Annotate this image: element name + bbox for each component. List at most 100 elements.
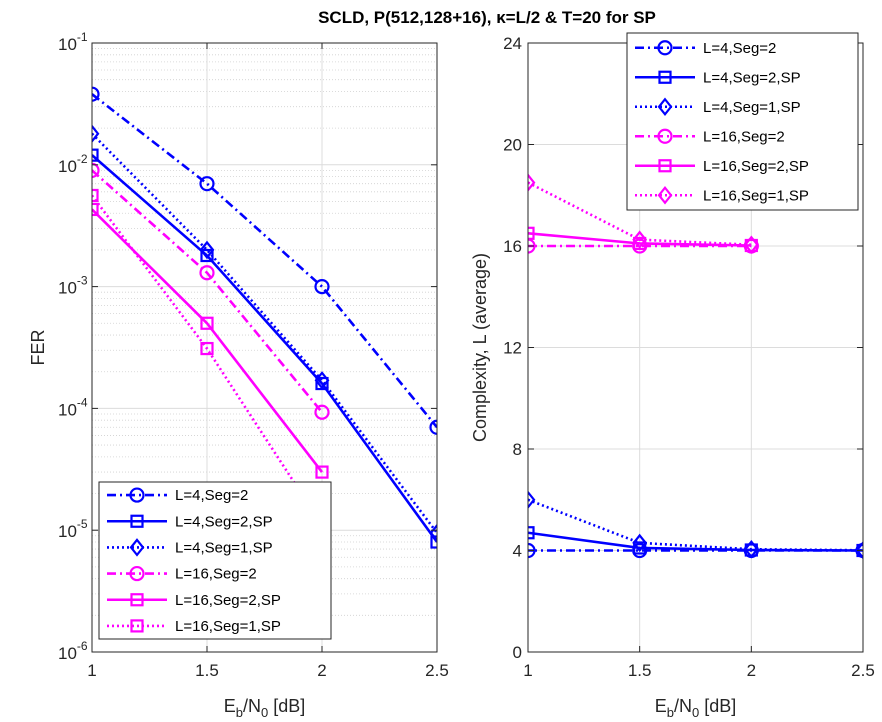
x-tick-label: 1.5 — [628, 661, 652, 680]
series-line-6 — [528, 181, 752, 247]
series-line-6 — [92, 194, 324, 526]
y-tick-label: 24 — [503, 34, 522, 53]
series-group — [92, 86, 437, 549]
y-tick-label: 10-2 — [58, 152, 88, 176]
legend-label: L=16,Seg=2,SP — [703, 158, 809, 175]
data-point — [528, 490, 536, 510]
y-tick-label: 8 — [513, 440, 522, 459]
x-tick-label: 2 — [747, 661, 756, 680]
data-point — [199, 265, 215, 281]
data-point — [743, 235, 759, 254]
legend-label: L=16,Seg=1,SP — [175, 618, 281, 635]
y-tick-label: 10-5 — [58, 517, 88, 541]
legend-marker — [130, 619, 144, 633]
legend-label: L=16,Seg=2,SP — [175, 592, 281, 609]
data-point — [199, 240, 215, 260]
data-point — [632, 230, 648, 249]
data-point — [92, 162, 100, 178]
data-point — [92, 202, 99, 217]
legend-marker — [657, 128, 673, 144]
series-line-1 — [92, 93, 437, 429]
data-point — [528, 226, 535, 240]
series-line-4 — [92, 169, 324, 414]
y-tick-label: 10-1 — [58, 30, 88, 54]
data-point — [314, 371, 330, 390]
data-point — [92, 86, 100, 102]
legend-label: L=4,Seg=1,SP — [175, 539, 273, 556]
legend-marker — [129, 538, 145, 557]
x-tick-label: 1.5 — [195, 661, 219, 680]
legend-marker — [130, 593, 144, 607]
x-axis-label: Eb/N0 [dB] — [655, 696, 737, 720]
y-tick-label: 20 — [503, 136, 522, 155]
data-point — [430, 535, 437, 549]
legend-marker — [129, 487, 145, 503]
legend-label: L=16,Seg=2 — [703, 128, 785, 145]
data-point — [314, 279, 330, 295]
complexity-chart: 1 1.5 2 2.5 0 4 8 12 16 20 24 Eb/N0 [dB] Complexity,… — [470, 32, 875, 720]
data-point — [92, 148, 99, 162]
legend-marker — [658, 159, 672, 173]
legend-marker — [130, 514, 144, 528]
series-line-2 — [528, 531, 863, 552]
legend-box — [626, 32, 859, 211]
y-tick-label: 10-3 — [58, 274, 88, 298]
legend-marker — [657, 185, 673, 205]
data-point — [528, 238, 536, 254]
axes-box — [91, 42, 438, 653]
data-point — [528, 542, 536, 559]
data-point — [199, 176, 215, 192]
legend: L=4,Seg=2 L=4,Seg=2,SP L=4,Seg=1,SP L=16,Se… — [626, 32, 859, 211]
legend-label: L=16,Seg=1,SP — [703, 187, 809, 204]
data-point — [200, 316, 214, 330]
legend-marker — [657, 97, 673, 117]
data-point — [92, 124, 100, 143]
y-tick-label: 0 — [513, 643, 522, 662]
data-point — [528, 173, 536, 192]
y-tick-label: 16 — [503, 237, 522, 256]
x-tick-label: 1 — [523, 661, 532, 680]
legend-marker — [657, 40, 673, 56]
legend-marker — [129, 565, 145, 582]
series-line-5 — [92, 208, 324, 473]
legend-label: L=4,Seg=2 — [175, 487, 248, 504]
series-line-2 — [92, 154, 437, 543]
y-tick-label: 10-4 — [58, 395, 88, 419]
legend: L=4,Seg=2 L=4,Seg=2,SP L=4,Seg=1,SP L=16,Se… — [98, 481, 332, 640]
data-point — [633, 236, 647, 251]
legend-box — [98, 481, 332, 640]
legend-label: L=16,Seg=2 — [175, 566, 257, 583]
x-tick-label: 2.5 — [851, 661, 875, 680]
data-point — [528, 526, 535, 540]
data-point — [315, 465, 329, 479]
series-group — [528, 173, 863, 560]
x-tick-label: 2 — [317, 661, 326, 680]
x-tick-label: 1 — [87, 661, 96, 680]
legend-label: L=4,Seg=2,SP — [175, 513, 273, 530]
legend-label: L=4,Seg=2 — [703, 40, 776, 57]
legend-marker — [658, 70, 672, 84]
data-point — [314, 404, 330, 420]
y-axis-label: Complexity, L (average) — [470, 253, 490, 442]
data-point — [429, 419, 437, 435]
y-axis-label: FER — [28, 329, 48, 365]
data-point — [633, 541, 647, 555]
legend-label: L=4,Seg=2,SP — [703, 69, 801, 86]
fer-chart: 1 1.5 2 2.5 10-6 10-5 10-4 10-3 10-2 10-1 Eb/N0 [d… — [28, 30, 449, 720]
y-tick-label: 4 — [513, 542, 522, 561]
data-point — [743, 539, 759, 559]
x-tick-label: 2.5 — [425, 661, 449, 680]
series-line-3 — [528, 498, 863, 552]
y-tick-label: 10-6 — [58, 639, 88, 663]
legend-label: L=4,Seg=1,SP — [703, 99, 801, 116]
series-line-3 — [92, 132, 437, 534]
y-tick-label: 12 — [503, 339, 522, 358]
data-point — [200, 341, 214, 356]
data-point — [855, 540, 863, 560]
data-point — [632, 533, 648, 553]
x-axis-label: Eb/N0 [dB] — [224, 696, 306, 720]
series-line-5 — [528, 232, 752, 247]
data-point — [92, 188, 99, 203]
figure-title: SCLD, P(512,128+16), κ=L/2 & T=20 for SP — [318, 8, 656, 27]
